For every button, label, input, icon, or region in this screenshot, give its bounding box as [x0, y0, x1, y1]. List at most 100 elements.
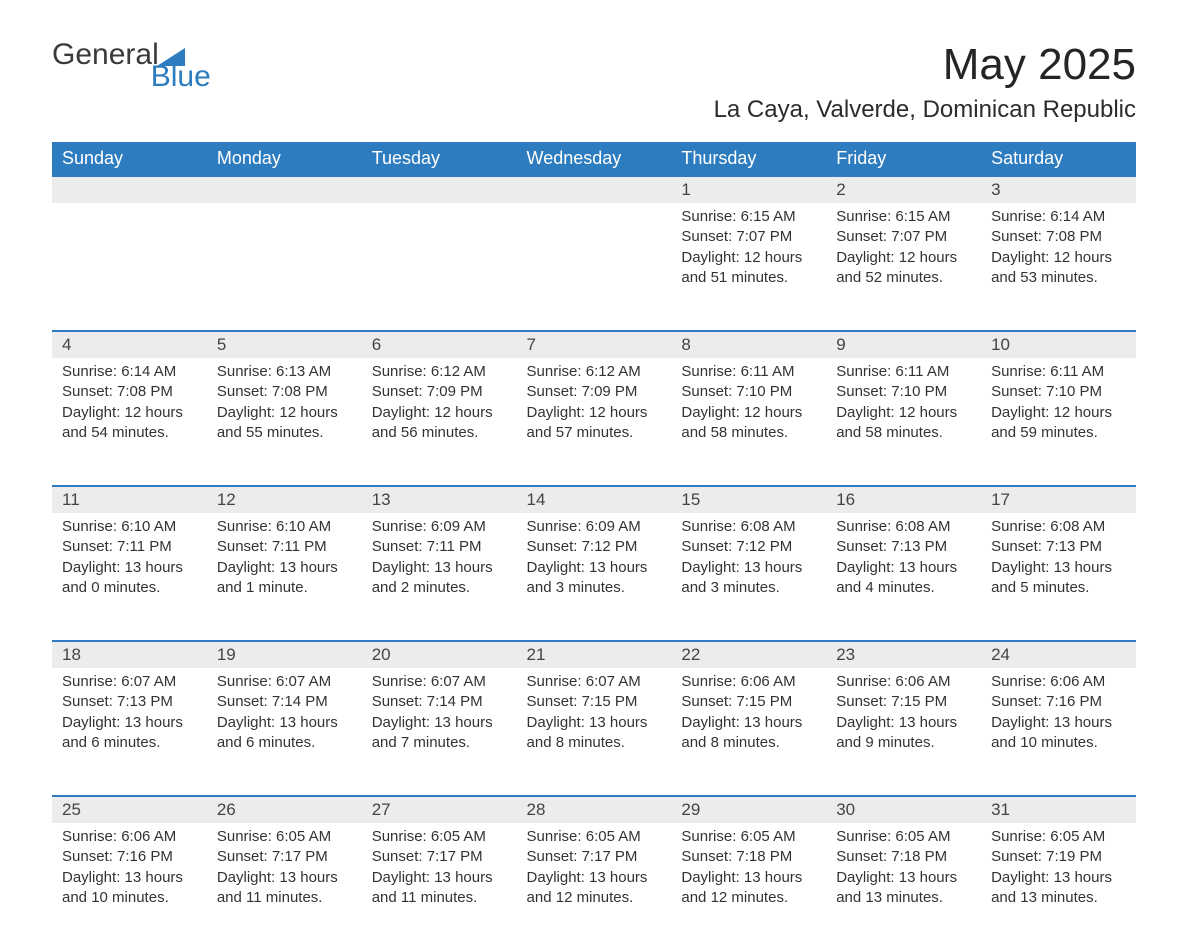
day-number-cell: 10 [981, 331, 1136, 358]
sunset-line: Sunset: 7:15 PM [836, 692, 971, 712]
day-number: 13 [362, 487, 517, 513]
day-content-cell: Sunrise: 6:07 AMSunset: 7:13 PMDaylight:… [52, 668, 207, 796]
daylight-line: Daylight: 12 hours and 58 minutes. [681, 403, 816, 444]
daylight-line: Daylight: 12 hours and 51 minutes. [681, 248, 816, 289]
day-number: 9 [826, 332, 981, 358]
daylight-line: Daylight: 13 hours and 0 minutes. [62, 558, 197, 599]
day-number-cell: 25 [52, 796, 207, 823]
day-number-cell: 20 [362, 641, 517, 668]
sunset-line: Sunset: 7:11 PM [372, 537, 507, 557]
day-content: Sunrise: 6:09 AMSunset: 7:11 PMDaylight:… [362, 513, 517, 610]
sunset-line: Sunset: 7:17 PM [527, 847, 662, 867]
location-subtitle: La Caya, Valverde, Dominican Republic [52, 96, 1136, 124]
day-number-cell: 1 [671, 176, 826, 203]
sunset-line: Sunset: 7:08 PM [991, 227, 1126, 247]
daylight-line: Daylight: 13 hours and 13 minutes. [836, 868, 971, 909]
day-content-cell: Sunrise: 6:11 AMSunset: 7:10 PMDaylight:… [671, 358, 826, 486]
daylight-line: Daylight: 13 hours and 8 minutes. [681, 713, 816, 754]
day-content: Sunrise: 6:05 AMSunset: 7:18 PMDaylight:… [826, 823, 981, 920]
week-daynum-row: 123 [52, 176, 1136, 203]
day-content: Sunrise: 6:06 AMSunset: 7:15 PMDaylight:… [826, 668, 981, 765]
sunrise-line: Sunrise: 6:07 AM [217, 672, 352, 692]
day-number-cell: 8 [671, 331, 826, 358]
sunrise-line: Sunrise: 6:11 AM [681, 362, 816, 382]
empty-cell [52, 203, 207, 331]
sunset-line: Sunset: 7:14 PM [372, 692, 507, 712]
day-content-cell: Sunrise: 6:05 AMSunset: 7:19 PMDaylight:… [981, 823, 1136, 951]
week-daynum-row: 18192021222324 [52, 641, 1136, 668]
sunrise-line: Sunrise: 6:08 AM [681, 517, 816, 537]
day-content: Sunrise: 6:14 AMSunset: 7:08 PMDaylight:… [981, 203, 1136, 300]
day-number: 6 [362, 332, 517, 358]
week-content-row: Sunrise: 6:10 AMSunset: 7:11 PMDaylight:… [52, 513, 1136, 641]
week-content-row: Sunrise: 6:15 AMSunset: 7:07 PMDaylight:… [52, 203, 1136, 331]
week-content-row: Sunrise: 6:06 AMSunset: 7:16 PMDaylight:… [52, 823, 1136, 951]
day-content-cell: Sunrise: 6:14 AMSunset: 7:08 PMDaylight:… [52, 358, 207, 486]
weekday-header-row: SundayMondayTuesdayWednesdayThursdayFrid… [52, 142, 1136, 176]
sunrise-line: Sunrise: 6:09 AM [372, 517, 507, 537]
daylight-line: Daylight: 12 hours and 55 minutes. [217, 403, 352, 444]
day-content: Sunrise: 6:11 AMSunset: 7:10 PMDaylight:… [671, 358, 826, 455]
daylight-line: Daylight: 13 hours and 10 minutes. [991, 713, 1126, 754]
logo-word-general: General [52, 40, 159, 70]
day-content-cell: Sunrise: 6:12 AMSunset: 7:09 PMDaylight:… [362, 358, 517, 486]
day-number: 14 [517, 487, 672, 513]
sunrise-line: Sunrise: 6:12 AM [372, 362, 507, 382]
day-number-cell: 6 [362, 331, 517, 358]
week-daynum-row: 25262728293031 [52, 796, 1136, 823]
day-number-cell: 7 [517, 331, 672, 358]
day-content-cell: Sunrise: 6:12 AMSunset: 7:09 PMDaylight:… [517, 358, 672, 486]
weekday-header: Friday [826, 142, 981, 176]
sunset-line: Sunset: 7:09 PM [527, 382, 662, 402]
day-content-cell: Sunrise: 6:05 AMSunset: 7:17 PMDaylight:… [517, 823, 672, 951]
day-content-cell: Sunrise: 6:13 AMSunset: 7:08 PMDaylight:… [207, 358, 362, 486]
day-number-cell: 21 [517, 641, 672, 668]
day-number-cell: 12 [207, 486, 362, 513]
sunset-line: Sunset: 7:12 PM [681, 537, 816, 557]
day-number: 27 [362, 797, 517, 823]
sunset-line: Sunset: 7:07 PM [836, 227, 971, 247]
day-content: Sunrise: 6:06 AMSunset: 7:16 PMDaylight:… [52, 823, 207, 920]
day-content-cell: Sunrise: 6:08 AMSunset: 7:13 PMDaylight:… [826, 513, 981, 641]
day-content-cell: Sunrise: 6:11 AMSunset: 7:10 PMDaylight:… [981, 358, 1136, 486]
day-number: 4 [52, 332, 207, 358]
day-content: Sunrise: 6:05 AMSunset: 7:17 PMDaylight:… [207, 823, 362, 920]
day-number-cell: 16 [826, 486, 981, 513]
empty-cell [517, 176, 672, 203]
daylight-line: Daylight: 12 hours and 54 minutes. [62, 403, 197, 444]
sunrise-line: Sunrise: 6:10 AM [62, 517, 197, 537]
week-content-row: Sunrise: 6:07 AMSunset: 7:13 PMDaylight:… [52, 668, 1136, 796]
sunrise-line: Sunrise: 6:14 AM [991, 207, 1126, 227]
daylight-line: Daylight: 13 hours and 2 minutes. [372, 558, 507, 599]
sunset-line: Sunset: 7:08 PM [217, 382, 352, 402]
sunrise-line: Sunrise: 6:05 AM [527, 827, 662, 847]
day-content: Sunrise: 6:07 AMSunset: 7:14 PMDaylight:… [362, 668, 517, 765]
sunset-line: Sunset: 7:09 PM [372, 382, 507, 402]
day-number: 12 [207, 487, 362, 513]
day-number: 30 [826, 797, 981, 823]
empty-cell [362, 176, 517, 203]
day-number-cell: 27 [362, 796, 517, 823]
day-content-cell: Sunrise: 6:05 AMSunset: 7:18 PMDaylight:… [826, 823, 981, 951]
day-content: Sunrise: 6:06 AMSunset: 7:16 PMDaylight:… [981, 668, 1136, 765]
page-title: May 2025 [943, 40, 1136, 90]
day-number: 10 [981, 332, 1136, 358]
empty-cell [207, 203, 362, 331]
daylight-line: Daylight: 13 hours and 3 minutes. [527, 558, 662, 599]
sunrise-line: Sunrise: 6:08 AM [991, 517, 1126, 537]
day-content: Sunrise: 6:15 AMSunset: 7:07 PMDaylight:… [826, 203, 981, 300]
day-number: 15 [671, 487, 826, 513]
day-content: Sunrise: 6:07 AMSunset: 7:15 PMDaylight:… [517, 668, 672, 765]
sunrise-line: Sunrise: 6:07 AM [527, 672, 662, 692]
day-content-cell: Sunrise: 6:06 AMSunset: 7:16 PMDaylight:… [52, 823, 207, 951]
weekday-header: Saturday [981, 142, 1136, 176]
empty-cell [362, 203, 517, 331]
day-content-cell: Sunrise: 6:06 AMSunset: 7:16 PMDaylight:… [981, 668, 1136, 796]
sunrise-line: Sunrise: 6:09 AM [527, 517, 662, 537]
sunset-line: Sunset: 7:13 PM [836, 537, 971, 557]
sunrise-line: Sunrise: 6:10 AM [217, 517, 352, 537]
sunset-line: Sunset: 7:11 PM [62, 537, 197, 557]
day-number-cell: 22 [671, 641, 826, 668]
day-number-cell: 28 [517, 796, 672, 823]
day-content: Sunrise: 6:14 AMSunset: 7:08 PMDaylight:… [52, 358, 207, 455]
